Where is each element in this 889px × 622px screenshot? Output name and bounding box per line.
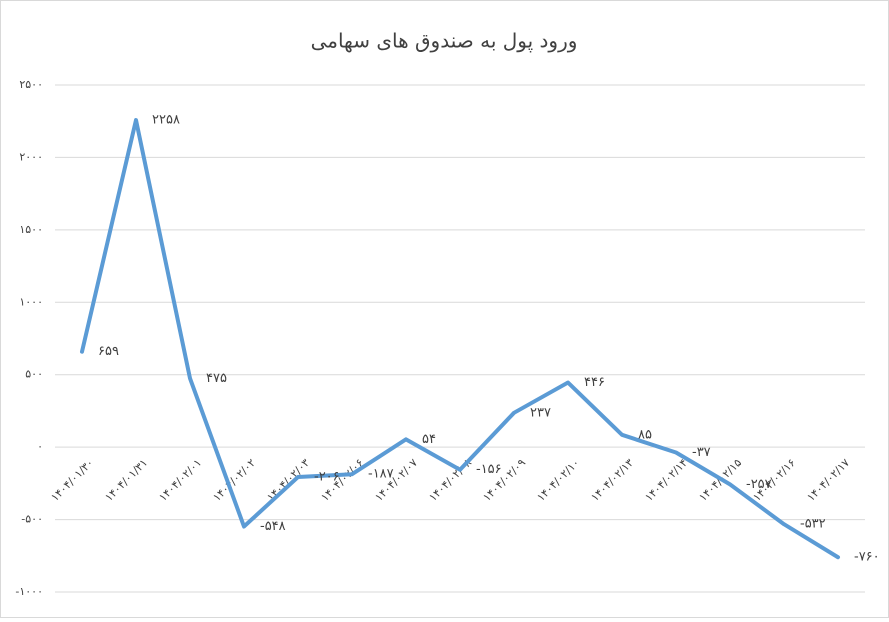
data-label: -۵۳۲	[800, 517, 826, 532]
data-label: -۱۵۶	[476, 462, 502, 477]
data-label: ۴۴۶	[584, 375, 605, 390]
y-tick-label: ۵۰۰	[25, 368, 43, 381]
y-tick-label: ۱۵۰۰	[19, 223, 43, 236]
data-label: -۷۶۰	[854, 550, 880, 565]
chart-title: ورود پول به صندوق های سهامی	[311, 29, 578, 54]
data-line	[80, 118, 840, 560]
data-label: ۴۷۵	[206, 371, 227, 386]
data-label: -۲۰۶	[314, 469, 340, 484]
data-label: -۱۸۷	[368, 467, 394, 482]
data-label: ۵۴	[422, 432, 436, 447]
y-tick-label: -۱۰۰۰	[15, 585, 43, 598]
y-tick-label: ۱۰۰۰	[19, 295, 43, 308]
y-tick-label: -۵۰۰	[21, 513, 43, 526]
y-tick-label: ۰	[37, 440, 43, 453]
data-label: ۸۵	[638, 427, 652, 442]
data-label: -۳۷	[692, 445, 711, 460]
y-tick-label: ۲۰۰۰	[19, 150, 43, 163]
data-label: ۲۳۷	[530, 405, 551, 420]
data-label: ۲۲۵۸	[152, 113, 180, 128]
data-label: -۲۵۷	[746, 477, 772, 492]
data-label: -۵۴۸	[260, 519, 286, 534]
y-tick-label: ۲۵۰۰	[19, 78, 43, 91]
data-label: ۶۵۹	[98, 344, 119, 359]
